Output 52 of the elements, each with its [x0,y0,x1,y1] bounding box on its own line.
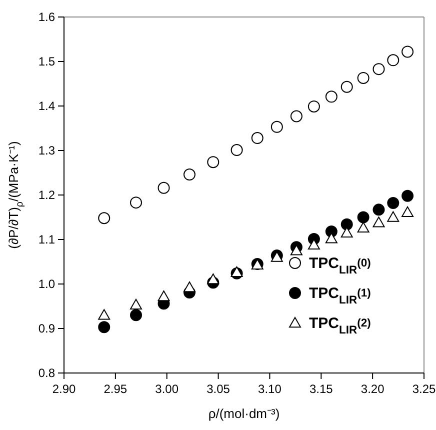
x-tick-label: 3.25 [412,382,436,396]
point [207,156,220,168]
point [387,54,400,66]
x-tick-label: 2.95 [104,382,128,396]
point [158,182,170,194]
y-tick-label: 1.3 [38,144,56,158]
x-tick-label: 3.15 [309,382,334,396]
point [290,244,302,256]
point [372,63,385,76]
point [290,110,302,122]
x-tick-label: 3.20 [360,382,385,396]
y-tick-label: 1.1 [38,232,56,246]
point [158,290,170,302]
point [402,190,414,202]
point [270,120,283,133]
y-tick-label: 1.6 [38,10,56,24]
point [130,309,142,322]
y-tick-label: 1.4 [38,99,56,113]
point [207,274,220,284]
point [183,282,196,292]
point [308,100,320,112]
x-tick-label: 3.05 [206,382,230,396]
point [402,46,414,58]
x-axis-title: ρ/(mol·dm⁻³) [208,406,280,421]
point [372,204,385,216]
point [130,298,142,310]
point [340,218,353,230]
point [387,197,400,210]
point [340,80,353,93]
y-tick-label: 1.0 [38,277,56,291]
y-tick-label: 0.9 [38,322,56,336]
y-tick-label: 1.5 [38,54,56,68]
y-tick-label: 0.8 [38,366,56,380]
point [325,232,338,244]
point [387,211,400,222]
point [98,309,110,320]
point [251,132,264,144]
point [98,321,110,334]
x-tick-label: 3.10 [258,382,282,396]
point [183,168,196,181]
point [98,212,110,224]
y-tick-label: 1.2 [38,188,56,202]
point [325,90,338,103]
x-tick-label: 3.00 [155,382,179,396]
point [357,72,370,84]
x-tick-label: 2.90 [52,382,76,396]
point [357,222,370,233]
point [357,211,370,224]
point [402,206,414,217]
point [130,196,142,209]
point [230,144,243,156]
point [372,216,385,228]
